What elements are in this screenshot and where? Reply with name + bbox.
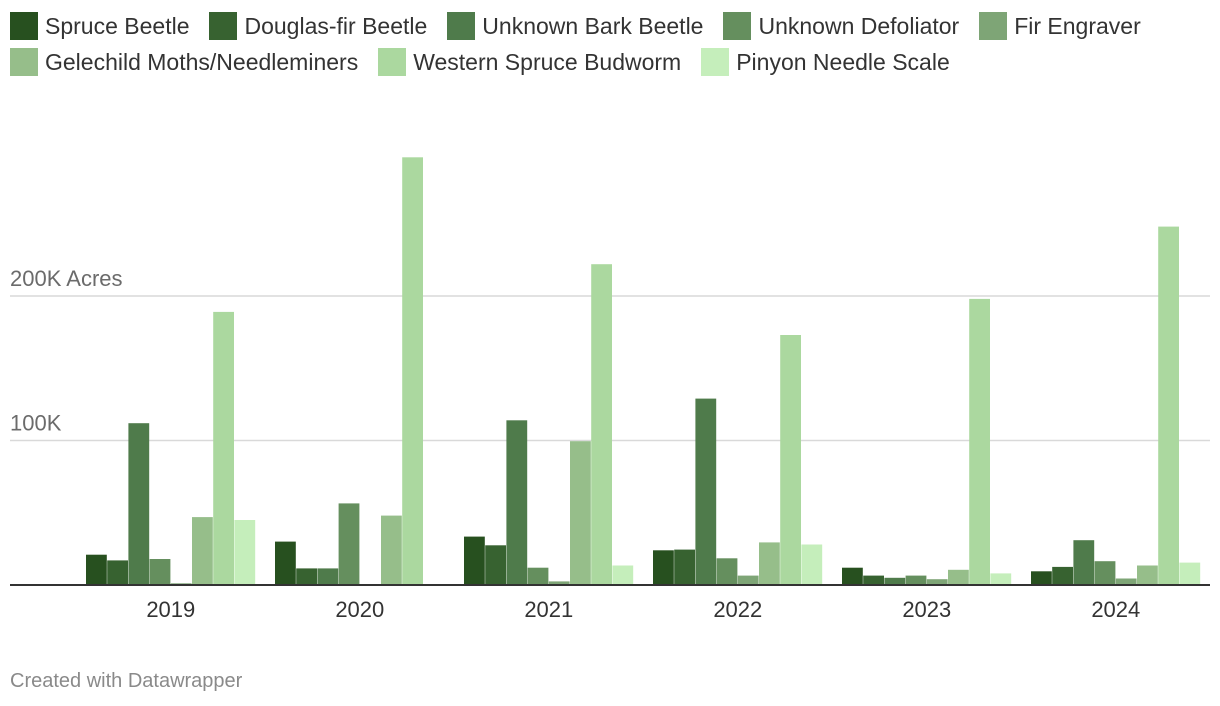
- legend-label: Douglas-fir Beetle: [244, 12, 428, 39]
- legend-item: Gelechild Moths/Needleminers: [10, 44, 358, 80]
- bar: [149, 559, 171, 585]
- bar: [1031, 571, 1052, 585]
- bar: [234, 520, 256, 585]
- bar: [1052, 566, 1073, 585]
- bar: [674, 549, 695, 585]
- bar: [570, 441, 591, 585]
- bar: [338, 503, 360, 585]
- bar: [1094, 561, 1116, 585]
- bar: [1179, 562, 1201, 585]
- bar: [1158, 226, 1179, 585]
- bar: [275, 541, 296, 585]
- bar: [128, 423, 150, 585]
- x-axis-tick-labels: 2019 2020 2021 2022 2023 2024: [146, 597, 1140, 622]
- bar: [653, 550, 674, 585]
- legend-label: Fir Engraver: [1014, 12, 1141, 39]
- bar: [548, 581, 570, 585]
- bar: [759, 542, 780, 585]
- x-tick-label: 2021: [524, 597, 573, 622]
- bar: [1137, 565, 1158, 585]
- footer-credit: Created with Datawrapper: [10, 670, 243, 692]
- bar: [737, 575, 759, 585]
- bar: [884, 577, 906, 585]
- y-axis-tick-labels: 100K 200K Acres: [10, 266, 123, 436]
- bar: [1073, 540, 1095, 585]
- bar: [485, 545, 506, 585]
- bar: [990, 573, 1012, 585]
- bar: [506, 420, 528, 585]
- legend-item: Unknown Defoliator: [723, 8, 959, 44]
- bar: [296, 568, 317, 585]
- bar: [716, 558, 738, 585]
- legend-swatch: [10, 48, 38, 76]
- bar: [317, 568, 339, 585]
- x-tick-label: 2023: [902, 597, 951, 622]
- bar: [381, 515, 402, 585]
- bars: [86, 157, 1201, 586]
- legend-label: Pinyon Needle Scale: [736, 48, 950, 75]
- bar: [213, 311, 234, 585]
- x-tick-label: 2020: [335, 597, 384, 622]
- bar: [926, 579, 948, 585]
- legend-item: Pinyon Needle Scale: [701, 44, 950, 80]
- legend-swatch: [979, 12, 1008, 40]
- legend-swatch: [378, 48, 407, 76]
- legend-label: Unknown Bark Beetle: [482, 12, 704, 39]
- legend-item: Spruce Beetle: [10, 8, 189, 44]
- legend-swatch: [723, 12, 752, 40]
- legend-swatch: [209, 12, 238, 40]
- y-tick-label: 100K: [10, 411, 62, 436]
- legend-item: Douglas-fir Beetle: [209, 8, 427, 44]
- bar: [969, 298, 990, 585]
- bar: [86, 554, 107, 585]
- x-tick-label: 2019: [146, 597, 195, 622]
- x-tick-label: 2022: [713, 597, 762, 622]
- legend-label: Unknown Defoliator: [758, 12, 960, 39]
- bar: [780, 335, 801, 585]
- legend-item: Western Spruce Budworm: [378, 44, 681, 80]
- bar: [1115, 578, 1137, 585]
- bar: [905, 575, 927, 585]
- bar: [612, 565, 634, 585]
- bar: [402, 157, 423, 586]
- legend-label: Spruce Beetle: [45, 12, 190, 39]
- legend-swatch: [701, 48, 730, 76]
- bar: [863, 575, 884, 585]
- legend-swatch: [10, 12, 38, 40]
- legend: Spruce Beetle Douglas-fir Beetle Unknown B…: [10, 8, 1210, 80]
- legend-item: Unknown Bark Beetle: [447, 8, 703, 44]
- bar: [801, 544, 823, 585]
- bar: [192, 517, 213, 585]
- bar: [591, 264, 612, 585]
- bar: [464, 536, 485, 585]
- y-tick-label: 200K Acres: [10, 266, 123, 291]
- bar: [948, 569, 969, 585]
- legend-label: Western Spruce Budworm: [413, 48, 682, 75]
- bar: [842, 567, 863, 585]
- legend-item: Fir Engraver: [979, 8, 1141, 44]
- bar: [695, 398, 717, 585]
- legend-swatch: [447, 12, 476, 40]
- legend-label: Gelechild Moths/Needleminers: [45, 48, 359, 75]
- x-tick-label: 2024: [1091, 597, 1140, 622]
- bar: [527, 567, 549, 585]
- bar: [107, 560, 128, 585]
